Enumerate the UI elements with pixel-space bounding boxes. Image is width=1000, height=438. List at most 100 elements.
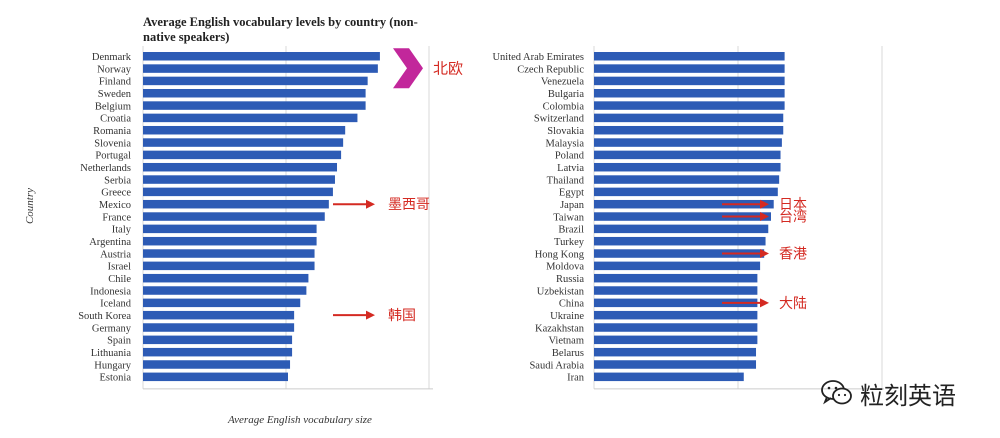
category-label: France bbox=[102, 212, 131, 223]
category-label: Iran bbox=[567, 373, 585, 384]
bar-hungary bbox=[143, 360, 291, 369]
annotation-label: 大陆 bbox=[779, 296, 807, 312]
bar-indonesia bbox=[143, 286, 307, 295]
bar-denmark bbox=[143, 52, 380, 61]
category-label: Egypt bbox=[559, 188, 584, 199]
bar-malaysia bbox=[594, 138, 782, 147]
bar-norway bbox=[143, 64, 378, 73]
category-label: Italy bbox=[112, 225, 132, 236]
x-axis-label: Average English vocabulary size bbox=[228, 414, 372, 426]
bar-lithuania bbox=[143, 347, 293, 357]
bar-argentina bbox=[143, 236, 317, 246]
annotation-label: 香港 bbox=[779, 247, 807, 263]
category-label: Malaysia bbox=[546, 138, 585, 149]
category-label: Latvia bbox=[557, 163, 584, 174]
category-label: Spain bbox=[107, 336, 132, 347]
category-label: Brazil bbox=[558, 225, 584, 236]
bar-israel bbox=[143, 261, 315, 271]
bar-chile bbox=[143, 273, 309, 283]
category-label: Czech Republic bbox=[517, 64, 584, 75]
bar-switzerland bbox=[594, 113, 784, 123]
category-label: Colombia bbox=[543, 101, 585, 112]
bar-japan bbox=[594, 199, 774, 209]
category-label: Uzbekistan bbox=[537, 286, 585, 297]
category-label: Portugal bbox=[95, 151, 131, 162]
category-label: Norway bbox=[97, 64, 132, 75]
bar-spain bbox=[143, 335, 293, 345]
bar-turkey bbox=[594, 236, 766, 246]
category-label: Poland bbox=[555, 151, 585, 162]
bar-united-arab-emirates bbox=[594, 52, 785, 61]
bar-taiwan bbox=[594, 212, 771, 221]
bar-mexico bbox=[143, 199, 329, 209]
bar-belgium bbox=[143, 101, 366, 110]
bar-estonia bbox=[143, 372, 288, 382]
category-label: Taiwan bbox=[553, 212, 585, 223]
bar-moldova bbox=[594, 261, 761, 271]
category-label: Chile bbox=[108, 274, 131, 285]
category-label: China bbox=[559, 299, 584, 310]
bar-finland bbox=[143, 76, 368, 86]
category-label: Israel bbox=[108, 262, 131, 273]
bar-germany bbox=[143, 323, 295, 332]
category-label: Croatia bbox=[100, 114, 131, 125]
category-label: Hong Kong bbox=[535, 249, 585, 260]
bar-kazakhstan bbox=[594, 323, 758, 332]
category-label: Romania bbox=[93, 126, 131, 137]
bar-south-korea bbox=[143, 310, 295, 320]
bar-iran bbox=[594, 372, 744, 382]
category-label: Venezuela bbox=[541, 77, 584, 88]
annotation-arrowhead bbox=[760, 298, 769, 308]
category-label: Bulgaria bbox=[548, 89, 584, 100]
category-label: Kazakhstan bbox=[535, 323, 585, 334]
annotation-arrowhead bbox=[760, 249, 769, 259]
bar-iceland bbox=[143, 298, 301, 308]
bar-china bbox=[594, 298, 758, 308]
annotation-arrowhead bbox=[366, 199, 375, 209]
category-label: Indonesia bbox=[90, 286, 131, 297]
chart-title: Average English vocabulary levels by cou… bbox=[143, 15, 418, 44]
category-label: Greece bbox=[101, 188, 131, 199]
bar-italy bbox=[143, 224, 317, 234]
category-label: United Arab Emirates bbox=[492, 52, 584, 63]
bar-vietnam bbox=[594, 335, 758, 345]
category-label: Belarus bbox=[552, 348, 584, 359]
chevron-marker bbox=[393, 48, 423, 89]
watermark: 粒刻英语 bbox=[820, 375, 956, 411]
annotation-label: 北欧 bbox=[433, 59, 463, 77]
annotation-arrowhead bbox=[760, 199, 769, 209]
category-label: Estonia bbox=[100, 373, 132, 384]
bar-saudi-arabia bbox=[594, 360, 757, 369]
category-label: Hungary bbox=[94, 360, 131, 371]
category-label: Iceland bbox=[100, 299, 132, 310]
annotation-label: 韩国 bbox=[388, 308, 416, 324]
category-label: Argentina bbox=[89, 237, 131, 248]
bar-hong-kong bbox=[594, 249, 765, 258]
category-label: Turkey bbox=[554, 237, 585, 248]
bar-egypt bbox=[594, 187, 778, 197]
bar-greece bbox=[143, 187, 333, 197]
bar-belarus bbox=[594, 347, 757, 357]
category-label: Slovenia bbox=[94, 138, 131, 149]
category-label: Austria bbox=[100, 249, 131, 260]
category-label: Finland bbox=[99, 77, 132, 88]
category-label: Mexico bbox=[99, 200, 131, 211]
category-label: Netherlands bbox=[80, 163, 131, 174]
watermark-text: 粒刻英语 bbox=[860, 381, 956, 410]
category-label: Serbia bbox=[104, 175, 131, 186]
category-label: Germany bbox=[92, 323, 132, 334]
bar-serbia bbox=[143, 175, 335, 184]
category-label: Switzerland bbox=[534, 114, 585, 125]
bar-croatia bbox=[143, 113, 358, 123]
bar-netherlands bbox=[143, 162, 338, 172]
category-label: Belgium bbox=[95, 101, 131, 112]
category-label: Ukraine bbox=[550, 311, 584, 322]
category-label: Moldova bbox=[546, 262, 584, 273]
category-label: Saudi Arabia bbox=[529, 360, 584, 371]
bar-venezuela bbox=[594, 76, 785, 86]
bar-france bbox=[143, 212, 325, 221]
category-label: Thailand bbox=[547, 175, 585, 186]
bar-thailand bbox=[594, 175, 780, 184]
